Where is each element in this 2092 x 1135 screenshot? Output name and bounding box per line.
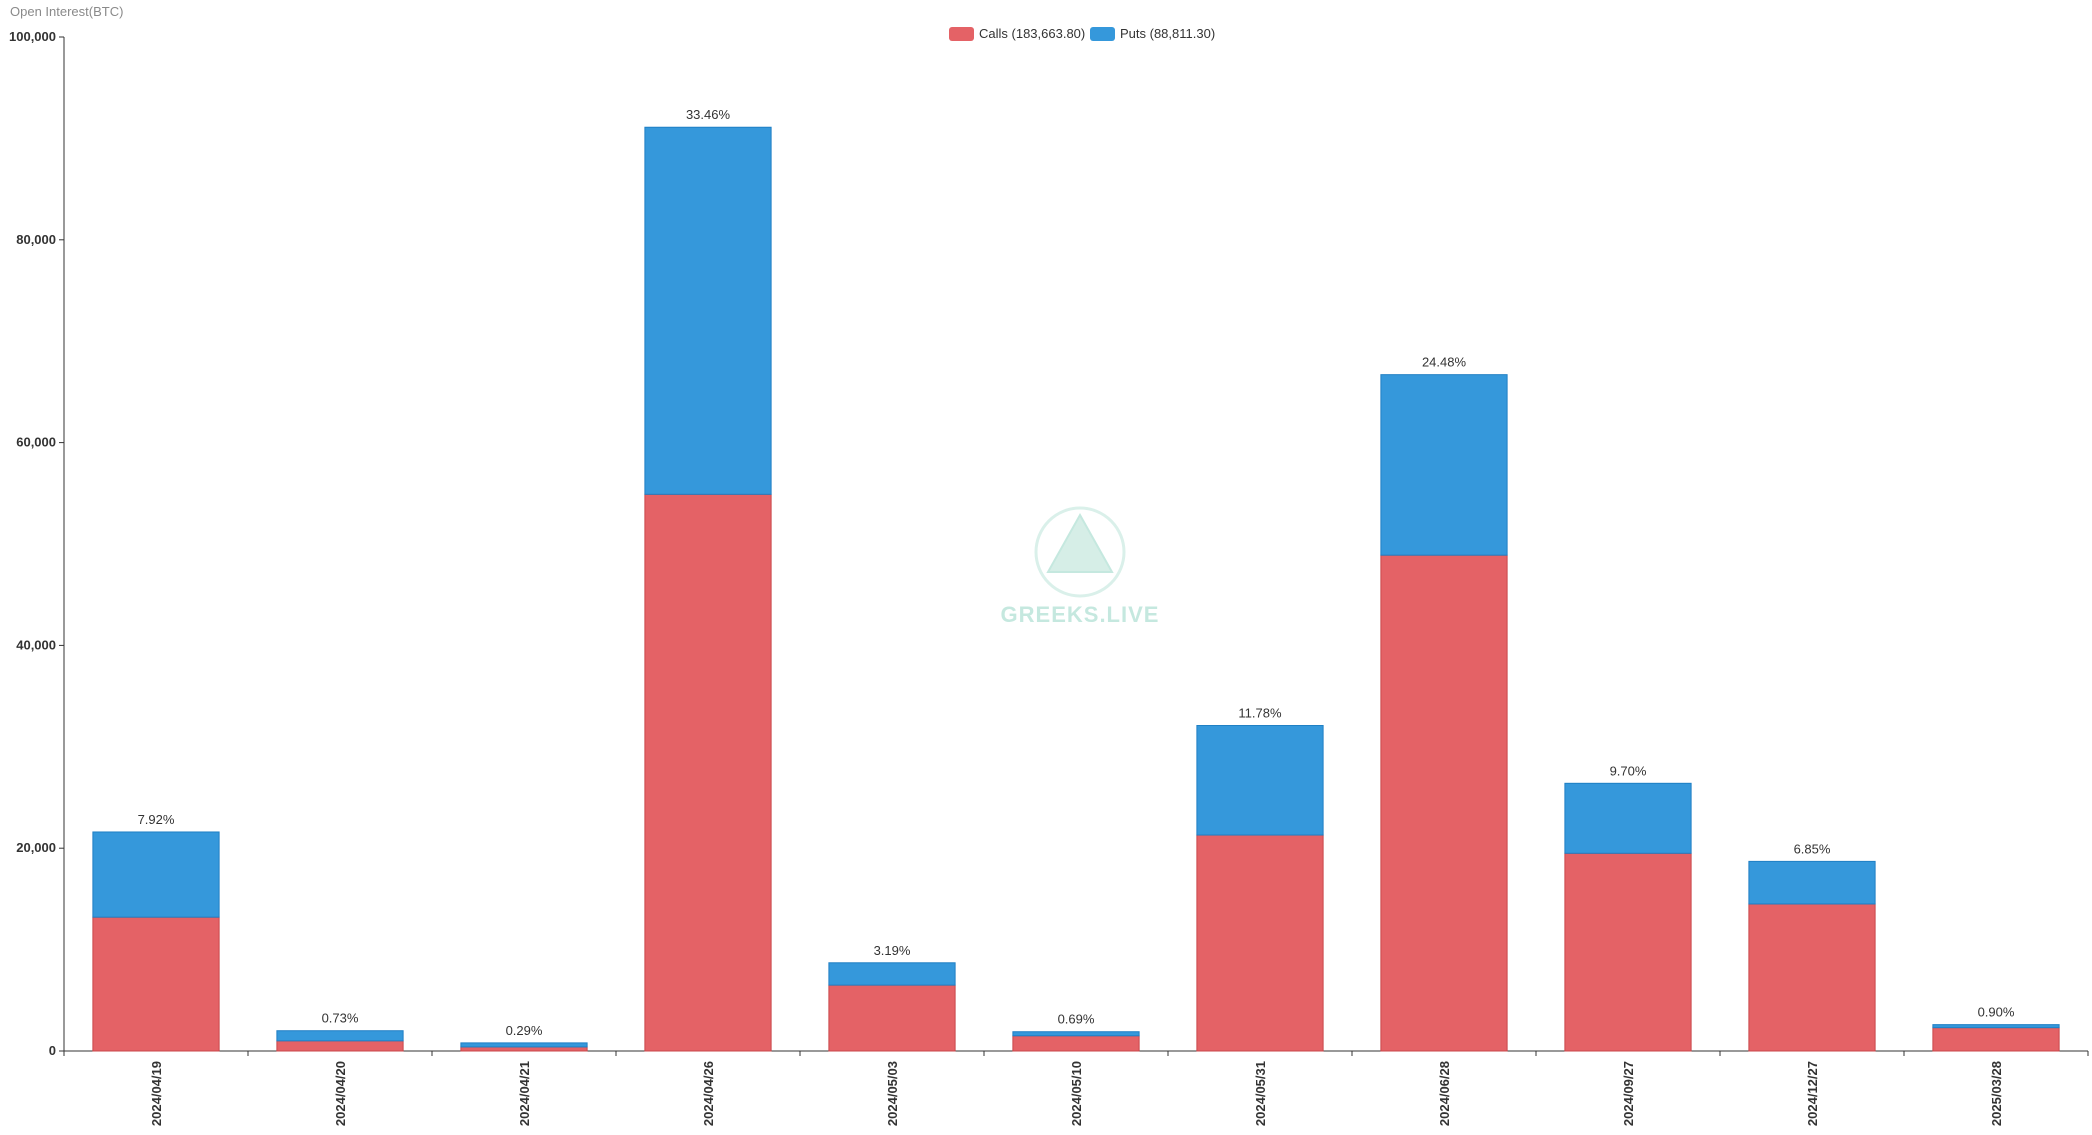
bar-segment-puts [1196,725,1324,836]
bar-percentage-label: 0.69% [1058,1012,1095,1027]
y-tick-label: 20,000 [16,840,56,855]
y-tick-label: 40,000 [16,637,56,652]
bar-segment-puts [1932,1024,2060,1029]
bar-segment-puts [460,1042,588,1048]
x-tick-label: 2024/04/19 [149,1061,164,1126]
y-tick-label: 0 [49,1043,56,1058]
x-tick-label: 2024/04/20 [333,1061,348,1126]
bar-segment-puts [92,831,220,918]
legend-label-calls[interactable]: Calls (183,663.80) [979,26,1085,41]
watermark-triangle-icon [1046,512,1114,573]
bar-percentage-label: 24.48% [1422,355,1467,370]
bar-segment-calls [1012,1035,1140,1052]
bars: 7.92% 0.73% 0.29% 33.46% 3.19% 0.69% 11.78% 24.… [92,107,2060,1052]
bar-segment-calls [1380,554,1508,1052]
legend-swatch-puts[interactable] [1090,27,1115,41]
bar-segment-calls [828,984,956,1052]
y-tick-label: 100,000 [9,29,56,44]
y-tick-label: 60,000 [16,435,56,450]
x-tick-label: 2024/09/27 [1621,1061,1636,1126]
bar-percentage-label: 6.85% [1794,841,1831,856]
bar-segment-calls [1564,852,1692,1052]
bar-segment-calls [1748,903,1876,1052]
greeks-live-watermark: GREEKS.LIVE [1001,506,1160,627]
legend-swatch-calls[interactable] [949,27,974,41]
bar-segment-calls [644,493,772,1052]
bar-percentage-label: 11.78% [1238,706,1282,721]
x-tick-label: 2024/06/28 [1437,1061,1452,1126]
bar-percentage-label: 0.73% [322,1011,359,1026]
bar-segment-calls [1932,1027,2060,1052]
bar-segment-calls [92,916,220,1052]
x-tick-label: 2024/05/10 [1069,1061,1084,1126]
axes: 0 20,000 40,000 60,000 80,000 100,000 2024/04/… [9,29,2089,1126]
watermark-logo-icon [1034,506,1126,598]
bar-percentage-label: 0.90% [1978,1005,2015,1020]
y-axis-title: Open Interest(BTC) [10,4,123,19]
bar-percentage-label: 0.29% [506,1023,543,1038]
bar-segment-puts [1012,1031,1140,1037]
x-tick-label: 2025/03/28 [1989,1061,2004,1126]
bar-percentage-label: 3.19% [874,943,911,958]
bar-segment-calls [460,1046,588,1052]
x-tick-label: 2024/04/21 [517,1061,532,1126]
bar-segment-puts [276,1030,404,1042]
legend[interactable]: Calls (183,663.80) Puts (88,811.30) [949,26,1215,41]
x-tick-label: 2024/05/31 [1253,1061,1268,1126]
bar-segment-calls [276,1040,404,1052]
bar-segment-puts [1564,782,1692,854]
legend-label-puts[interactable]: Puts (88,811.30) [1120,26,1215,41]
x-tick-label: 2024/12/27 [1805,1061,1820,1126]
watermark-text: GREEKS.LIVE [1001,602,1160,627]
x-tick-label: 2024/04/26 [701,1061,716,1126]
bar-percentage-label: 7.92% [138,812,175,827]
bar-percentage-label: 9.70% [1610,763,1647,778]
bar-segment-calls [1196,834,1324,1052]
x-tick-label: 2024/05/03 [885,1061,900,1126]
bar-segment-puts [644,126,772,495]
y-tick-label: 80,000 [16,232,56,247]
bar-segment-puts [1748,860,1876,905]
bar-segment-puts [828,962,956,986]
bar-segment-puts [1380,374,1508,556]
bar-percentage-label: 33.46% [686,107,731,122]
